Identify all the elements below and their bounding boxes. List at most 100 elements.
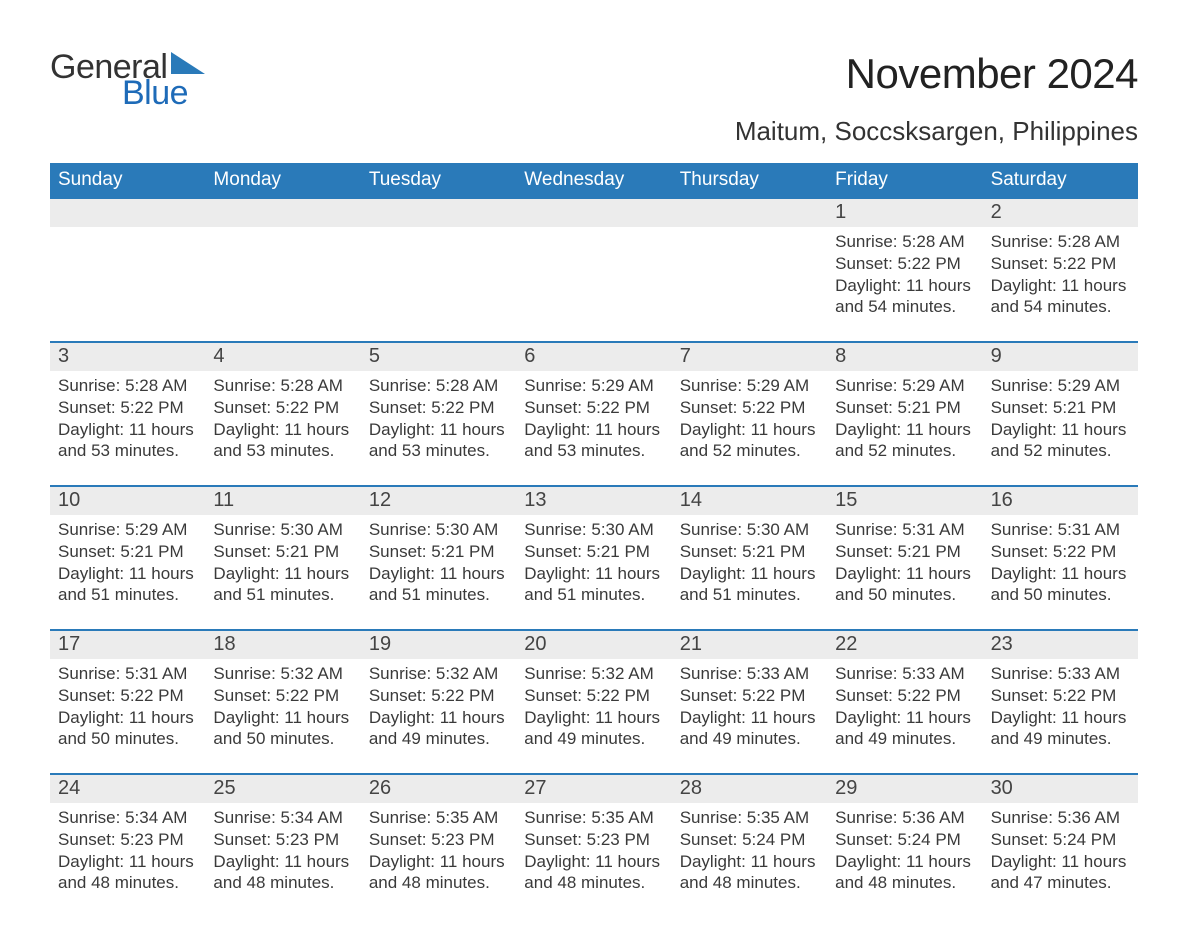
daylight2-text: and 50 minutes. — [58, 728, 197, 750]
sunrise-text: Sunrise: 5:35 AM — [369, 807, 508, 829]
day-cell: Sunrise: 5:29 AMSunset: 5:21 PMDaylight:… — [827, 371, 982, 475]
sunset-text: Sunset: 5:23 PM — [58, 829, 197, 851]
day-number — [361, 199, 516, 227]
day-number: 27 — [516, 775, 671, 803]
calendar-page: General Blue November 2024 Maitum, Soccs… — [0, 0, 1188, 947]
day-cell: Sunrise: 5:29 AMSunset: 5:22 PMDaylight:… — [516, 371, 671, 475]
sunrise-text: Sunrise: 5:35 AM — [524, 807, 663, 829]
daylight2-text: and 49 minutes. — [835, 728, 974, 750]
location-line: Maitum, Soccsksargen, Philippines — [735, 116, 1138, 147]
day-cell: Sunrise: 5:29 AMSunset: 5:22 PMDaylight:… — [672, 371, 827, 475]
daylight1-text: Daylight: 11 hours — [369, 851, 508, 873]
day-number: 29 — [827, 775, 982, 803]
sunset-text: Sunset: 5:21 PM — [213, 541, 352, 563]
daylight1-text: Daylight: 11 hours — [991, 419, 1130, 441]
daylight1-text: Daylight: 11 hours — [991, 563, 1130, 585]
day-number-row: 12 — [50, 199, 1138, 227]
sunset-text: Sunset: 5:24 PM — [835, 829, 974, 851]
weeks-container: 12Sunrise: 5:28 AMSunset: 5:22 PMDayligh… — [50, 199, 1138, 907]
sunrise-text: Sunrise: 5:32 AM — [369, 663, 508, 685]
sunset-text: Sunset: 5:22 PM — [58, 685, 197, 707]
sunrise-text: Sunrise: 5:33 AM — [680, 663, 819, 685]
daylight2-text: and 50 minutes. — [213, 728, 352, 750]
daylight1-text: Daylight: 11 hours — [991, 707, 1130, 729]
day-number — [516, 199, 671, 227]
sunset-text: Sunset: 5:22 PM — [991, 253, 1130, 275]
sunrise-text: Sunrise: 5:30 AM — [369, 519, 508, 541]
sunset-text: Sunset: 5:21 PM — [369, 541, 508, 563]
sunrise-text: Sunrise: 5:36 AM — [991, 807, 1130, 829]
day-cell — [516, 227, 671, 331]
logo-word-blue: Blue — [122, 76, 205, 110]
daylight2-text: and 51 minutes. — [213, 584, 352, 606]
day-cell: Sunrise: 5:36 AMSunset: 5:24 PMDaylight:… — [827, 803, 982, 907]
day-number: 3 — [50, 343, 205, 371]
daylight1-text: Daylight: 11 hours — [58, 419, 197, 441]
daylight2-text: and 49 minutes. — [991, 728, 1130, 750]
day-number — [672, 199, 827, 227]
day-number: 6 — [516, 343, 671, 371]
weekday-thu: Thursday — [672, 163, 827, 199]
day-number: 1 — [827, 199, 982, 227]
daylight2-text: and 54 minutes. — [991, 296, 1130, 318]
sunrise-text: Sunrise: 5:29 AM — [524, 375, 663, 397]
sunrise-text: Sunrise: 5:28 AM — [369, 375, 508, 397]
day-cell: Sunrise: 5:32 AMSunset: 5:22 PMDaylight:… — [516, 659, 671, 763]
sunrise-text: Sunrise: 5:31 AM — [58, 663, 197, 685]
daylight2-text: and 51 minutes. — [58, 584, 197, 606]
day-cell: Sunrise: 5:33 AMSunset: 5:22 PMDaylight:… — [827, 659, 982, 763]
sunset-text: Sunset: 5:21 PM — [524, 541, 663, 563]
day-number: 4 — [205, 343, 360, 371]
weekday-mon: Monday — [205, 163, 360, 199]
daylight1-text: Daylight: 11 hours — [369, 419, 508, 441]
daylight2-text: and 48 minutes. — [680, 872, 819, 894]
sunrise-text: Sunrise: 5:36 AM — [835, 807, 974, 829]
daylight2-text: and 51 minutes. — [680, 584, 819, 606]
sunset-text: Sunset: 5:24 PM — [680, 829, 819, 851]
sunrise-text: Sunrise: 5:34 AM — [58, 807, 197, 829]
day-cell: Sunrise: 5:28 AMSunset: 5:22 PMDaylight:… — [50, 371, 205, 475]
day-cell: Sunrise: 5:29 AMSunset: 5:21 PMDaylight:… — [983, 371, 1138, 475]
daylight1-text: Daylight: 11 hours — [680, 851, 819, 873]
sunset-text: Sunset: 5:22 PM — [524, 397, 663, 419]
week-row: 24252627282930Sunrise: 5:34 AMSunset: 5:… — [50, 773, 1138, 907]
sunrise-text: Sunrise: 5:29 AM — [58, 519, 197, 541]
daylight1-text: Daylight: 11 hours — [835, 851, 974, 873]
sunrise-text: Sunrise: 5:30 AM — [524, 519, 663, 541]
day-cell — [50, 227, 205, 331]
daylight2-text: and 53 minutes. — [369, 440, 508, 462]
sunset-text: Sunset: 5:21 PM — [58, 541, 197, 563]
daylight2-text: and 51 minutes. — [524, 584, 663, 606]
sunset-text: Sunset: 5:22 PM — [680, 397, 819, 419]
sunrise-text: Sunrise: 5:28 AM — [991, 231, 1130, 253]
day-cell: Sunrise: 5:28 AMSunset: 5:22 PMDaylight:… — [983, 227, 1138, 331]
day-cell: Sunrise: 5:35 AMSunset: 5:24 PMDaylight:… — [672, 803, 827, 907]
daylight2-text: and 52 minutes. — [835, 440, 974, 462]
day-number: 5 — [361, 343, 516, 371]
day-number: 7 — [672, 343, 827, 371]
daylight2-text: and 50 minutes. — [835, 584, 974, 606]
day-cell: Sunrise: 5:28 AMSunset: 5:22 PMDaylight:… — [361, 371, 516, 475]
daylight1-text: Daylight: 11 hours — [680, 419, 819, 441]
day-cell — [361, 227, 516, 331]
week-row: 17181920212223Sunrise: 5:31 AMSunset: 5:… — [50, 629, 1138, 763]
sunrise-text: Sunrise: 5:31 AM — [991, 519, 1130, 541]
day-number: 13 — [516, 487, 671, 515]
day-number: 9 — [983, 343, 1138, 371]
sunset-text: Sunset: 5:22 PM — [680, 685, 819, 707]
daylight2-text: and 48 minutes. — [369, 872, 508, 894]
weekday-sun: Sunday — [50, 163, 205, 199]
sunset-text: Sunset: 5:21 PM — [835, 397, 974, 419]
daylight2-text: and 48 minutes. — [58, 872, 197, 894]
sunrise-text: Sunrise: 5:33 AM — [835, 663, 974, 685]
sunset-text: Sunset: 5:23 PM — [524, 829, 663, 851]
daylight2-text: and 54 minutes. — [835, 296, 974, 318]
sunrise-text: Sunrise: 5:32 AM — [213, 663, 352, 685]
sunrise-text: Sunrise: 5:33 AM — [991, 663, 1130, 685]
day-number: 17 — [50, 631, 205, 659]
daylight2-text: and 48 minutes. — [524, 872, 663, 894]
daylight1-text: Daylight: 11 hours — [835, 707, 974, 729]
weekday-header-row: Sunday Monday Tuesday Wednesday Thursday… — [50, 163, 1138, 199]
title-block: November 2024 Maitum, Soccsksargen, Phil… — [735, 50, 1138, 147]
day-number: 14 — [672, 487, 827, 515]
